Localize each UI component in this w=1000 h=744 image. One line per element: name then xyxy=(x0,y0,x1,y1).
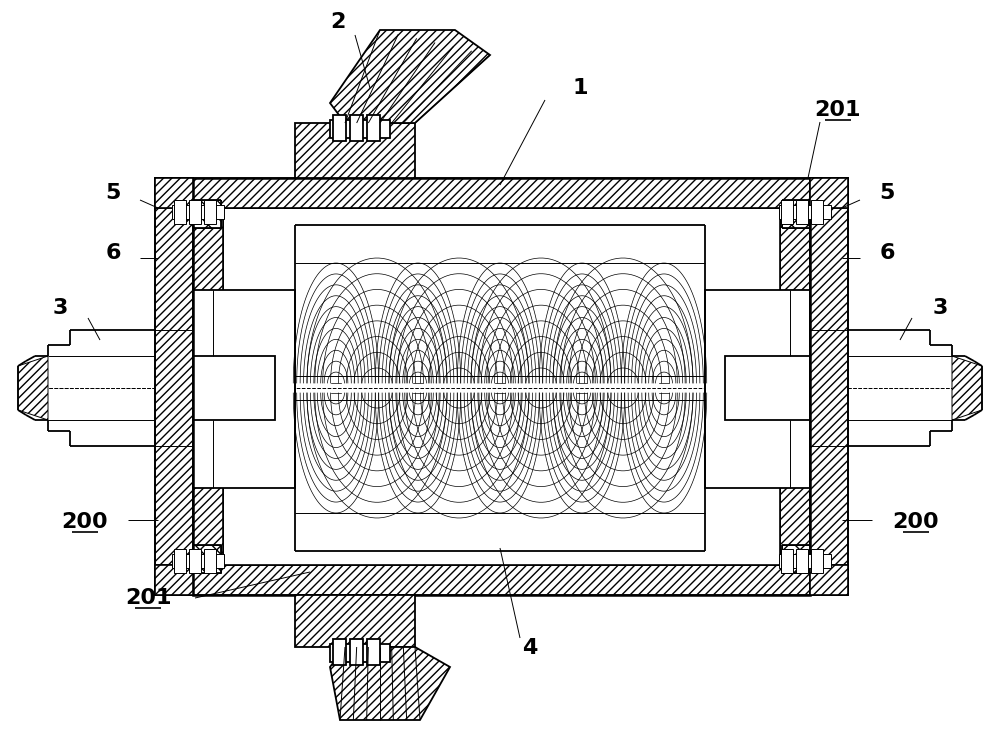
Text: 4: 4 xyxy=(522,638,538,658)
Bar xyxy=(330,120,390,138)
Text: 6: 6 xyxy=(105,243,121,263)
Polygon shape xyxy=(810,178,848,208)
Bar xyxy=(333,639,346,665)
Text: 200: 200 xyxy=(893,512,939,532)
Bar xyxy=(193,178,810,595)
Bar xyxy=(174,549,186,573)
Polygon shape xyxy=(810,565,848,595)
Polygon shape xyxy=(810,178,848,208)
Polygon shape xyxy=(193,178,810,208)
Text: 6: 6 xyxy=(879,243,895,263)
Text: 201: 201 xyxy=(125,588,171,608)
Polygon shape xyxy=(295,595,415,647)
Polygon shape xyxy=(810,200,848,573)
Bar xyxy=(330,644,390,662)
Bar xyxy=(811,549,823,573)
Bar xyxy=(705,290,810,488)
Bar xyxy=(333,115,346,141)
Polygon shape xyxy=(810,565,848,595)
Bar xyxy=(781,549,793,573)
Bar xyxy=(174,200,186,224)
Polygon shape xyxy=(330,647,450,720)
Polygon shape xyxy=(782,545,810,573)
Text: 1: 1 xyxy=(572,78,588,98)
Polygon shape xyxy=(155,178,193,208)
Bar xyxy=(193,290,295,488)
Bar xyxy=(350,115,363,141)
Bar xyxy=(779,205,831,219)
Text: 3: 3 xyxy=(932,298,948,318)
Bar xyxy=(204,549,216,573)
Bar xyxy=(811,200,823,224)
Text: 5: 5 xyxy=(879,183,895,203)
Bar xyxy=(172,205,224,219)
Text: 5: 5 xyxy=(105,183,121,203)
Polygon shape xyxy=(193,565,810,595)
Bar xyxy=(725,356,810,420)
Text: 201: 201 xyxy=(815,100,861,120)
Bar xyxy=(796,549,808,573)
Polygon shape xyxy=(193,545,221,573)
Bar xyxy=(295,225,705,551)
Bar xyxy=(781,200,793,224)
Polygon shape xyxy=(193,200,221,228)
Bar xyxy=(779,554,831,568)
Bar xyxy=(204,200,216,224)
Polygon shape xyxy=(155,178,193,208)
Bar xyxy=(172,554,224,568)
Polygon shape xyxy=(18,356,48,420)
Text: 3: 3 xyxy=(52,298,68,318)
Polygon shape xyxy=(952,356,982,420)
Polygon shape xyxy=(330,30,490,123)
Bar xyxy=(189,549,201,573)
Polygon shape xyxy=(155,200,193,573)
Polygon shape xyxy=(780,208,810,565)
Text: 200: 200 xyxy=(62,512,108,532)
Bar xyxy=(810,178,848,595)
Polygon shape xyxy=(155,565,193,595)
Bar xyxy=(350,639,363,665)
Polygon shape xyxy=(193,208,223,565)
Bar xyxy=(193,356,275,420)
Bar xyxy=(189,200,201,224)
Bar xyxy=(155,178,193,595)
Polygon shape xyxy=(782,200,810,228)
Polygon shape xyxy=(295,123,415,178)
Bar xyxy=(796,200,808,224)
Polygon shape xyxy=(155,565,193,595)
Text: 2: 2 xyxy=(330,12,346,32)
Bar xyxy=(367,639,380,665)
Bar xyxy=(367,115,380,141)
